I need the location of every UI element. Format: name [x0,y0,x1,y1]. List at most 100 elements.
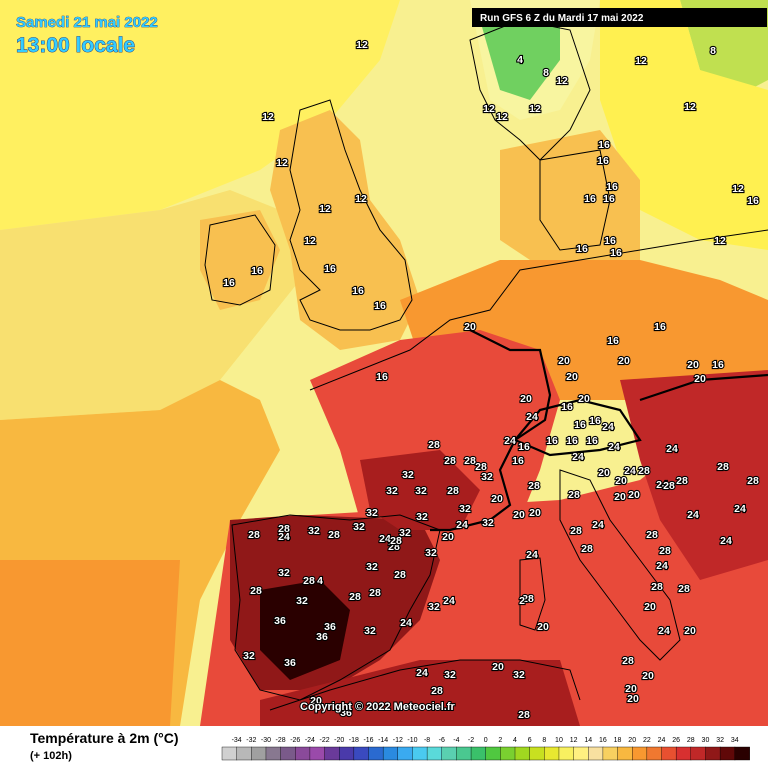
temperature-label: 32 [399,527,411,539]
temperature-label: 28 [394,569,406,581]
legend-color-cell [602,746,619,761]
legend: -34 -32 -30 -28 -26 -24 -22 -20 -18 -16 -14 -12 -10-… [0,726,768,768]
temperature-label: 20 [625,683,637,695]
legend-tick-label: 16 [599,737,607,744]
legend-color-cell [573,746,589,761]
legend-color-cell [368,746,384,761]
temperature-label: 32 [402,469,414,481]
temperature-label: 20 [513,509,525,521]
temperature-label: 20 [310,695,322,707]
field-balkans-dark [620,370,768,580]
temperature-label: 28 [528,480,540,492]
temperature-label: 12 [714,235,726,247]
temperature-label: 12 [276,157,288,169]
temperature-label: 28 [444,455,456,467]
temperature-label: 12 [355,193,367,205]
legend-color-cell [309,746,326,761]
temperature-label: 32 [459,503,471,515]
legend-color-cell [500,746,516,761]
temperature-label: 16 [597,155,609,167]
border-switzerland [513,398,642,457]
temperature-label: 24 [400,617,412,629]
temperature-label: 24 [526,411,538,423]
temperature-label: 12 [496,111,508,123]
temperature-label: 20 [566,371,578,383]
field-france-hot [360,450,480,530]
temperature-label: 24 [624,465,636,477]
temperature-label: 32 [353,521,365,533]
temperature-label: 24 [526,549,538,561]
temperature-label: 28 [349,591,361,603]
temperature-label: 28 [390,535,402,547]
legend-color-cell [251,746,267,761]
temperature-label: 24 [608,441,620,453]
field-uk-warm [270,110,420,350]
temperature-label: 36 [316,631,328,643]
legend-tick-label: 22 [643,737,651,744]
temperature-label: 16 [610,247,622,259]
field-yellow-east [600,0,768,250]
temperature-label: 4 [517,54,523,66]
local-time: 13:00 locale [16,34,135,57]
temperature-label: 16 [574,419,586,431]
run-info-box [472,8,767,27]
temperature-label: 4 [317,575,323,587]
legend-tick-label: 32 [716,737,724,744]
temperature-label: 16 [712,359,724,371]
temperature-label: 24 [658,625,670,637]
temperature-label: 28 [717,461,729,473]
temperature-label: 16 [598,139,610,151]
temperature-label: 16 [512,455,524,467]
temperature-label: 28 [369,587,381,599]
temperature-label: 36 [284,657,296,669]
temperature-label: 16 [376,371,388,383]
temperature-label: 12 [556,75,568,87]
temperature-label: 28 [663,480,675,492]
temperature-label: 36 [324,621,336,633]
legend-color-cell [632,746,648,761]
temperature-label: 28 [328,529,340,541]
legend-color-cell [485,746,501,761]
temperature-label: 12 [356,39,368,51]
temperature-label: 28 [475,461,487,473]
legend-color-cell [544,746,560,761]
field-denmark-warm [500,130,640,280]
field-ireland [200,210,280,310]
temperature-label: 20 [464,321,476,333]
field-cool-north-band [0,0,400,230]
legend-tick-label: -24 [305,737,315,744]
temperature-label: 20 [442,531,454,543]
temperature-label: 24 [416,667,428,679]
temperature-label: 16 [223,277,235,289]
legend-tick-label: -32 [246,737,256,744]
temperature-label: 20 [684,625,696,637]
temperature-label: 20 [628,489,640,501]
temperature-label: 24 [456,519,468,531]
legend-tick-label: 4 [513,737,517,744]
legend-color-cell [617,746,633,761]
legend-tick-label: 8 [542,737,546,744]
legend-color-cell [661,746,677,761]
legend-color-cell [295,746,311,761]
temperature-label: 24 [666,443,678,455]
temperature-label: 20 [614,491,626,503]
legend-color-cell [690,746,706,761]
temperature-label: 24 [592,519,604,531]
legend-color-cell [265,746,282,761]
temperature-label: 2 [519,595,525,607]
temperature-label: 24 [504,435,516,447]
legend-tick-label: 34 [731,737,739,744]
valid-date: Samedi 21 mai 2022 [16,14,158,31]
temperature-label: 32 [278,567,290,579]
legend-color-cell [529,746,545,761]
temperature-label: 16 [586,435,598,447]
temperature-label: 28 [570,525,582,537]
legend-tick-label: 26 [672,737,680,744]
temperature-label: 20 [615,475,627,487]
legend-tick-label: -16 [363,737,373,744]
temperature-label: 16 [604,235,616,247]
temperature-label: 28 [388,541,400,553]
legend-color-cell [646,746,662,761]
